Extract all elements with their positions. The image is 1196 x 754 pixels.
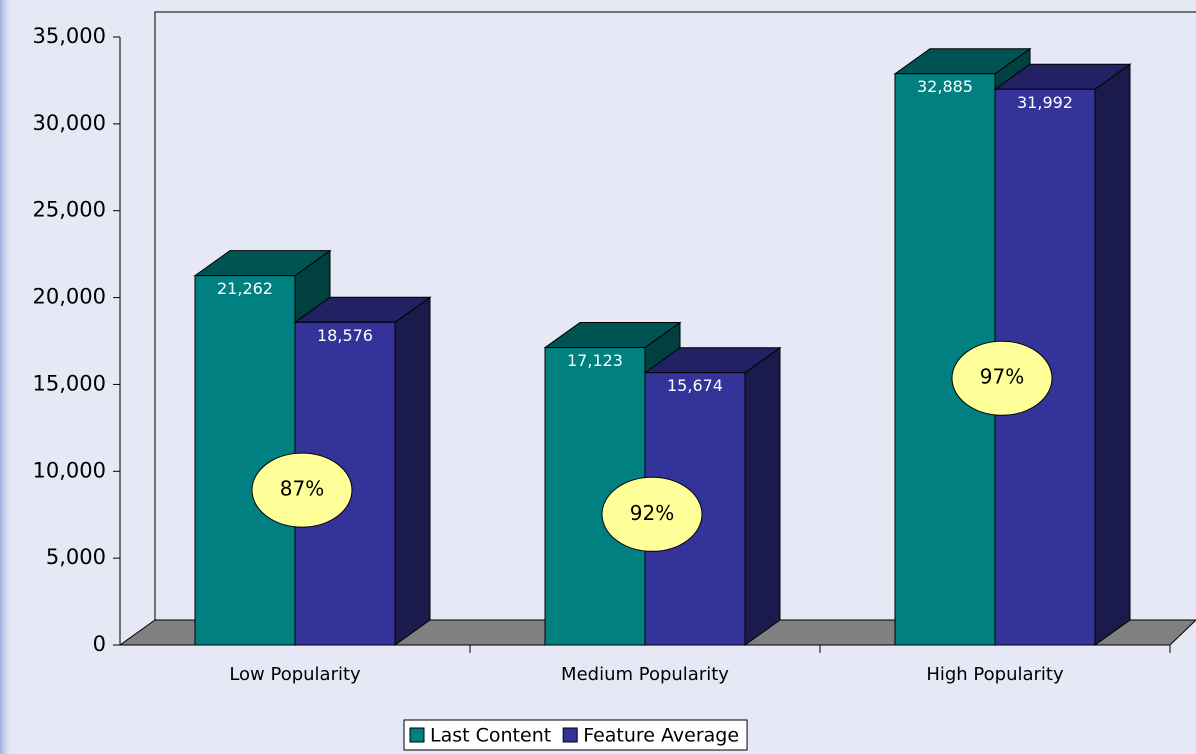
annotation-bubble	[601, 476, 703, 552]
y-tick-label: 25,000	[33, 198, 106, 222]
x-tick-label: Low Popularity	[229, 664, 361, 685]
y-tick-label: 20,000	[33, 285, 106, 309]
value-label: 17,123	[567, 351, 623, 370]
y-tick-label: 35,000	[33, 24, 106, 48]
bar-side	[744, 346, 781, 646]
annotation: 97%	[980, 365, 1024, 389]
legend-swatch	[409, 727, 425, 743]
value-label: 18,576	[317, 326, 373, 345]
bar-side	[394, 296, 431, 646]
bar-side	[1094, 63, 1131, 646]
value-label: 15,674	[667, 376, 723, 395]
x-tick-label: High Popularity	[926, 664, 1064, 685]
annotation-bubble	[251, 452, 353, 528]
legend-label: Last Content	[430, 725, 551, 747]
y-tick-label: 30,000	[33, 111, 106, 135]
value-label: 21,262	[217, 279, 273, 298]
background-edge	[0, 0, 14, 754]
annotation-bubble	[951, 340, 1053, 416]
legend-swatch	[562, 727, 578, 743]
annotation: 92%	[630, 501, 674, 525]
y-tick-label: 0	[93, 632, 106, 656]
value-label: 31,992	[1017, 93, 1073, 112]
value-label: 32,885	[917, 77, 973, 96]
legend-label: Feature Average	[583, 725, 739, 747]
y-tick-label: 10,000	[33, 458, 106, 482]
x-tick-label: Medium Popularity	[561, 664, 729, 685]
y-tick-label: 15,000	[33, 371, 106, 395]
annotation: 87%	[280, 477, 324, 501]
back-wall	[154, 11, 1196, 620]
y-tick-label: 5,000	[46, 545, 106, 569]
